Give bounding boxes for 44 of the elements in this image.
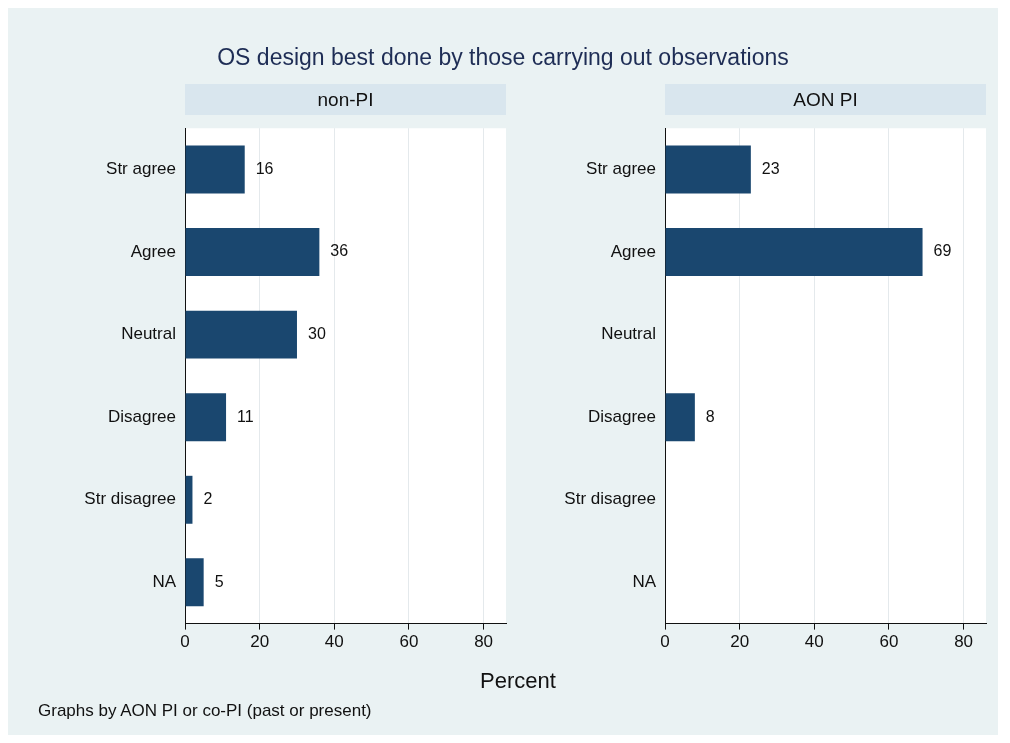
y-tick-label: Disagree [107, 406, 176, 426]
x-axis-title: Percent [479, 668, 557, 694]
data-label: 2 [203, 490, 213, 508]
y-tick-label: Agree [130, 241, 176, 261]
y-tick-label: Str disagree [84, 489, 176, 509]
bar [185, 558, 204, 607]
x-tick-label: 20 [250, 632, 270, 652]
y-tick-label: Str agree [106, 159, 176, 179]
bar [665, 393, 695, 442]
data-label: 69 [933, 242, 952, 260]
x-tick-label: 80 [954, 632, 974, 652]
data-label: 23 [761, 159, 780, 177]
y-tick-label: Neutral [601, 324, 656, 344]
x-tick-label: 0 [660, 632, 670, 652]
bar [665, 228, 923, 276]
x-tick-label: 40 [324, 632, 344, 652]
y-tick-label: Str agree [586, 159, 656, 179]
data-label: 8 [705, 407, 715, 425]
data-label: 11 [237, 407, 254, 425]
data-label: 36 [330, 242, 349, 260]
y-tick-label: Str disagree [564, 489, 656, 509]
bar [185, 310, 297, 359]
y-tick-label: Disagree [587, 406, 656, 426]
x-tick-label: 0 [180, 632, 190, 652]
bar [185, 228, 320, 276]
x-tick-label: 40 [804, 632, 824, 652]
chart-title: OS design best done by those carrying out observations [216, 44, 790, 71]
chart-subtitle: AON PI [665, 84, 986, 115]
text: Graphs by AON PI or co-PI (past or present) [38, 701, 372, 721]
bar [185, 145, 245, 194]
data-label: 30 [307, 325, 326, 343]
x-tick-label: 60 [399, 632, 419, 652]
x-tick-label: 80 [474, 632, 494, 652]
data-label: 16 [255, 159, 274, 177]
y-tick-label: NA [152, 572, 177, 591]
x-tick-label: 60 [879, 632, 899, 652]
bar [665, 145, 751, 194]
chart-subtitle: non-PI [185, 84, 506, 115]
data-label: 5 [214, 572, 224, 590]
bar [185, 393, 227, 442]
y-tick-label: NA [632, 572, 657, 591]
y-tick-label: Agree [610, 241, 656, 261]
x-tick-label: 20 [730, 632, 750, 652]
y-tick-label: Neutral [121, 324, 176, 344]
